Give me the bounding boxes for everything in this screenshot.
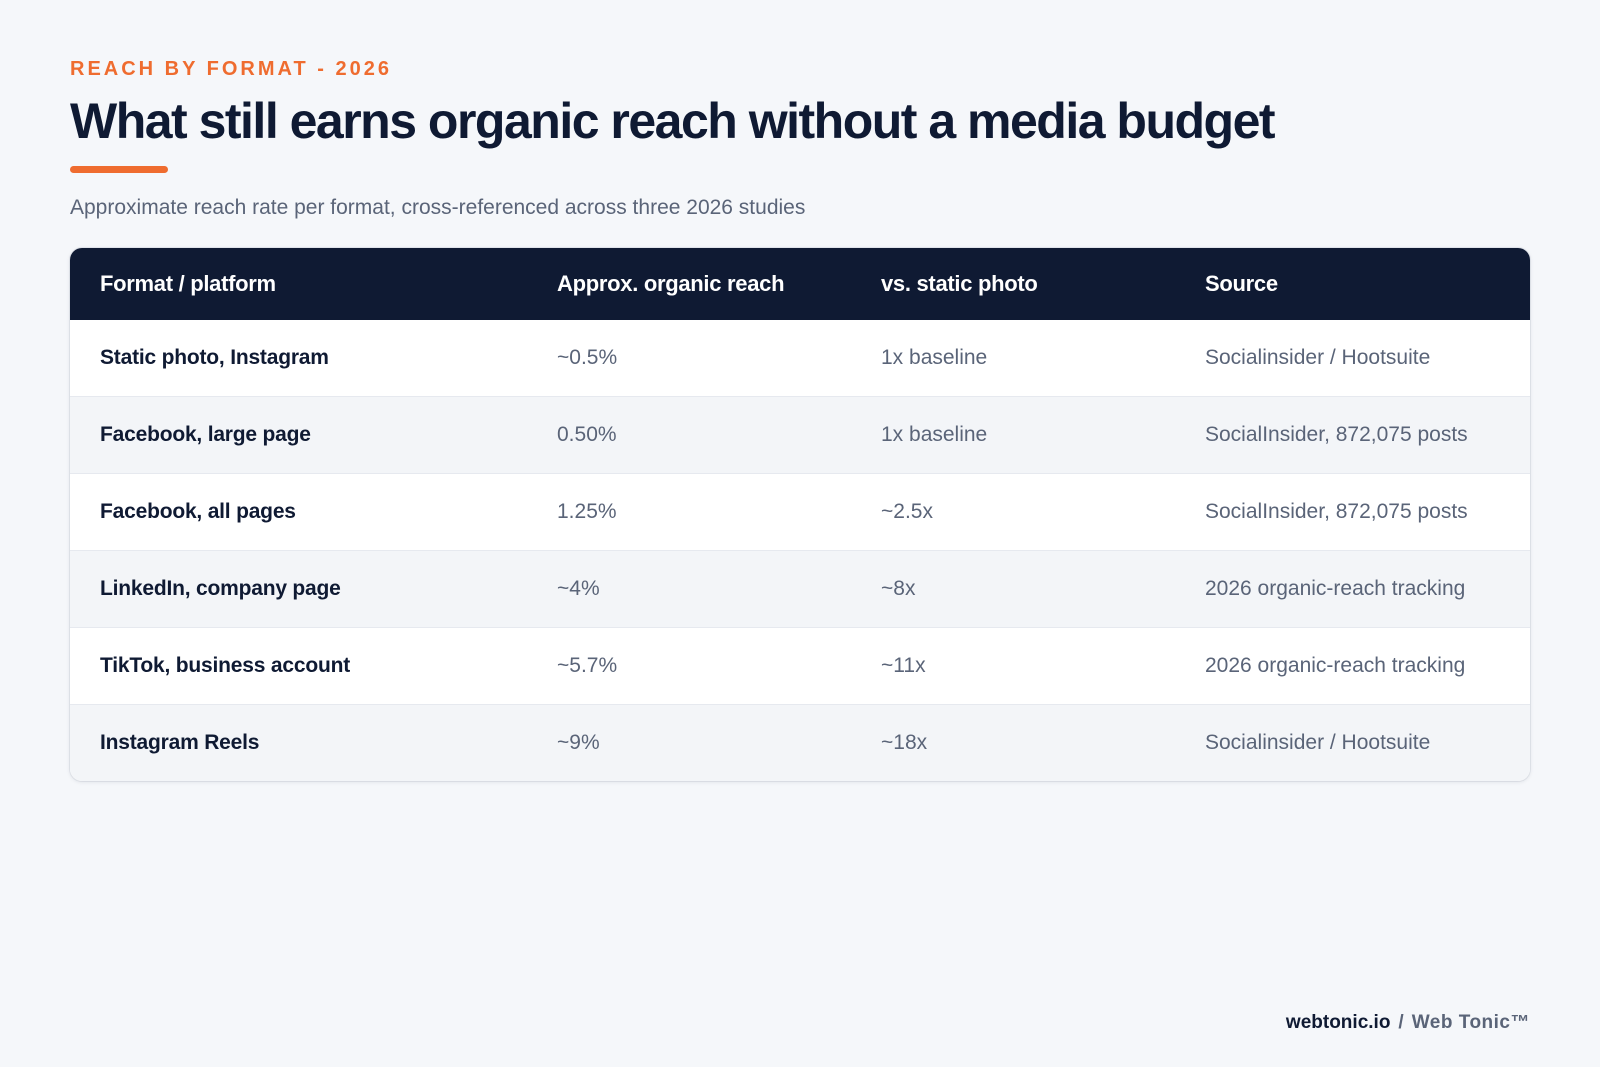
cell-source: 2026 organic-reach tracking xyxy=(1175,627,1530,705)
reach-table: Format / platform Approx. organic reach … xyxy=(70,248,1530,781)
cell-format: TikTok, business account xyxy=(70,627,527,705)
cell-format: Static photo, Instagram xyxy=(100,346,329,369)
footer-separator: / xyxy=(1398,1012,1404,1033)
cell-source: 2026 organic-reach tracking xyxy=(1175,550,1530,628)
table-row: Facebook, all pages 1.25% ~2.5x SocialIn… xyxy=(70,473,1530,551)
cell-vs-static: 1x baseline xyxy=(881,346,988,369)
cell-format: Facebook, large page xyxy=(70,396,527,474)
cell-source: Socialinsider / Hootsuite xyxy=(1175,704,1530,781)
cell-source: Socialinsider / Hootsuite xyxy=(1205,346,1431,369)
cell-reach: 1.25% xyxy=(527,473,851,551)
column-header-vs-static: vs. static photo xyxy=(881,271,1038,296)
cell-format: Instagram Reels xyxy=(70,704,527,781)
table-row: Instagram Reels ~9% ~18x Socialinsider /… xyxy=(70,704,1530,781)
cell-vs-static: 1x baseline xyxy=(851,396,1175,474)
cell-vs-static: ~2.5x xyxy=(851,473,1175,551)
table-header-row: Format / platform Approx. organic reach … xyxy=(70,248,1530,320)
cell-reach: 0.50% xyxy=(527,396,851,474)
footer-site-link[interactable]: webtonic.io xyxy=(1285,1012,1391,1033)
footer-credit: webtonic.io / Web Tonic™ xyxy=(1286,1012,1530,1034)
column-header-format: Format / platform xyxy=(100,271,276,296)
column-header-reach: Approx. organic reach xyxy=(557,271,785,296)
table-row: TikTok, business account ~5.7% ~11x 2026… xyxy=(70,627,1530,705)
table-row: Static photo, Instagram ~0.5% 1x baselin… xyxy=(70,320,1530,397)
cell-source: SocialInsider, 872,075 posts xyxy=(1175,396,1530,474)
page-title: What still earns organic reach without a… xyxy=(70,93,1276,149)
cell-reach: ~0.5% xyxy=(557,346,618,369)
cell-format: LinkedIn, company page xyxy=(70,550,527,628)
eyebrow-label: REACH BY FORMAT - 2026 xyxy=(70,58,392,80)
table-row: LinkedIn, company page ~4% ~8x 2026 orga… xyxy=(70,550,1530,628)
cell-reach: ~5.7% xyxy=(527,627,851,705)
cell-vs-static: ~11x xyxy=(851,627,1175,705)
cell-vs-static: ~8x xyxy=(851,550,1175,628)
cell-reach: ~4% xyxy=(527,550,851,628)
title-accent-bar xyxy=(70,166,168,173)
column-header-source: Source xyxy=(1205,271,1278,296)
reach-table-card: Format / platform Approx. organic reach … xyxy=(70,248,1530,781)
footer-brand: Web Tonic™ xyxy=(1411,1012,1530,1033)
cell-format: Facebook, all pages xyxy=(70,473,527,551)
cell-source: SocialInsider, 872,075 posts xyxy=(1175,473,1530,551)
table-row: Facebook, large page 0.50% 1x baseline S… xyxy=(70,396,1530,474)
cell-reach: ~9% xyxy=(527,704,851,781)
page-subtitle: Approximate reach rate per format, cross… xyxy=(70,196,806,219)
cell-vs-static: ~18x xyxy=(851,704,1175,781)
